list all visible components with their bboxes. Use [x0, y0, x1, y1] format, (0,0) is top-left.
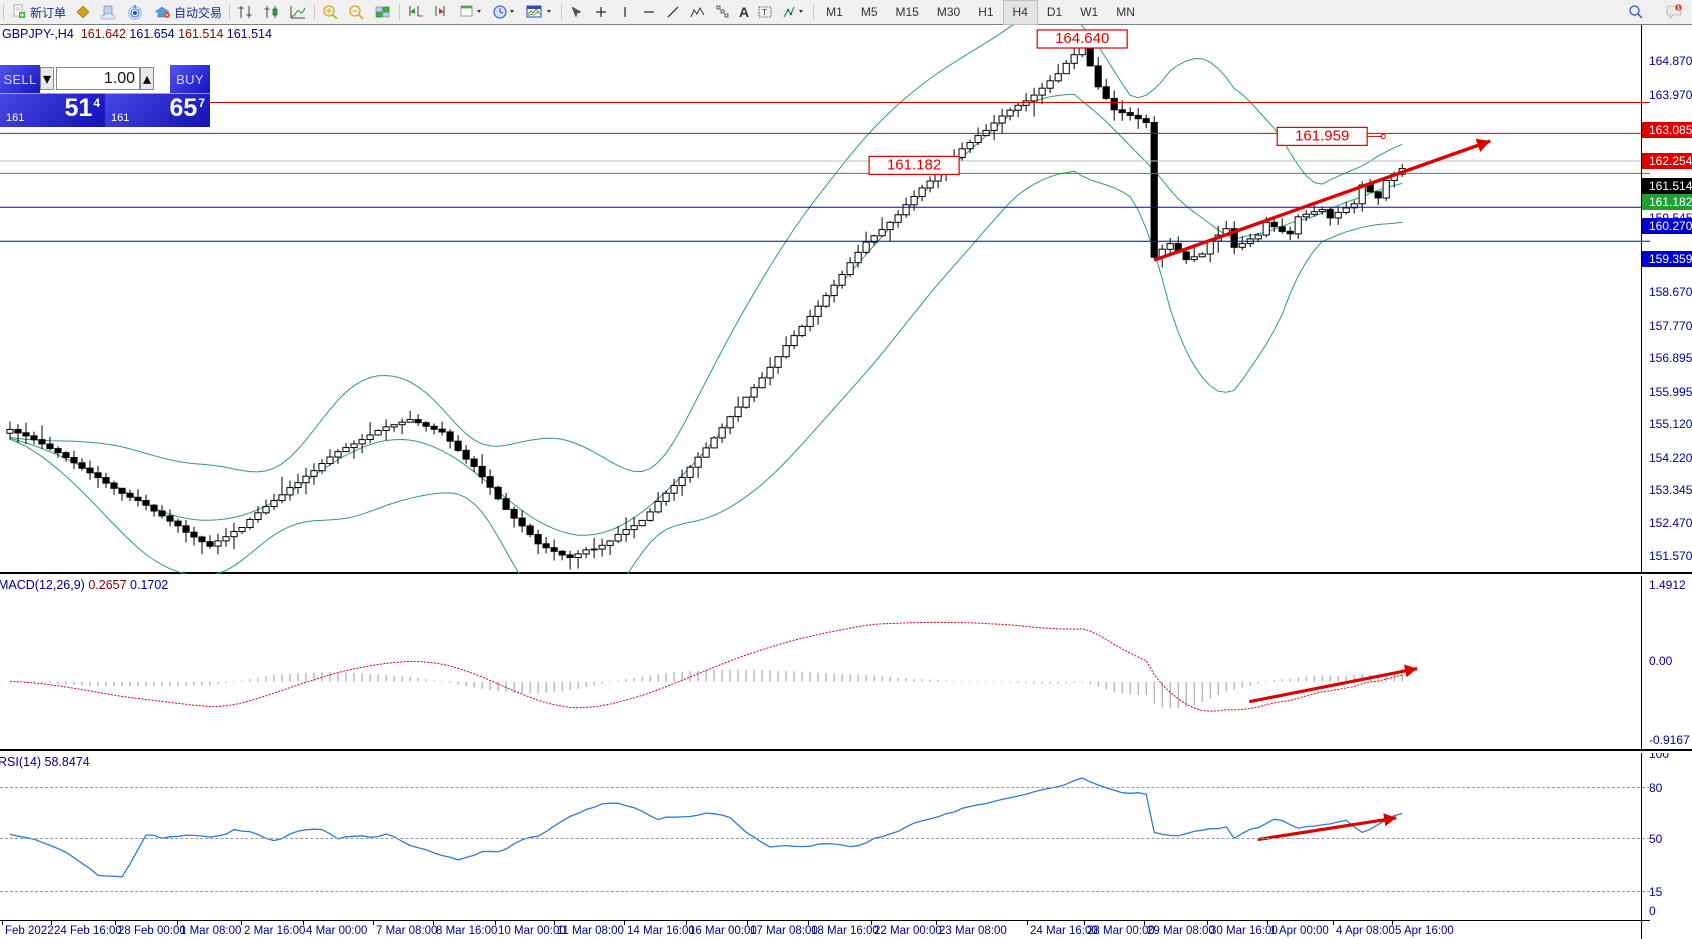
svg-text:161.959: 161.959: [1295, 127, 1349, 144]
svg-text:161.182: 161.182: [887, 156, 941, 173]
svg-text:1: 1: [1677, 5, 1680, 11]
svg-text:164.640: 164.640: [1055, 30, 1109, 47]
svg-text:T: T: [762, 8, 767, 17]
